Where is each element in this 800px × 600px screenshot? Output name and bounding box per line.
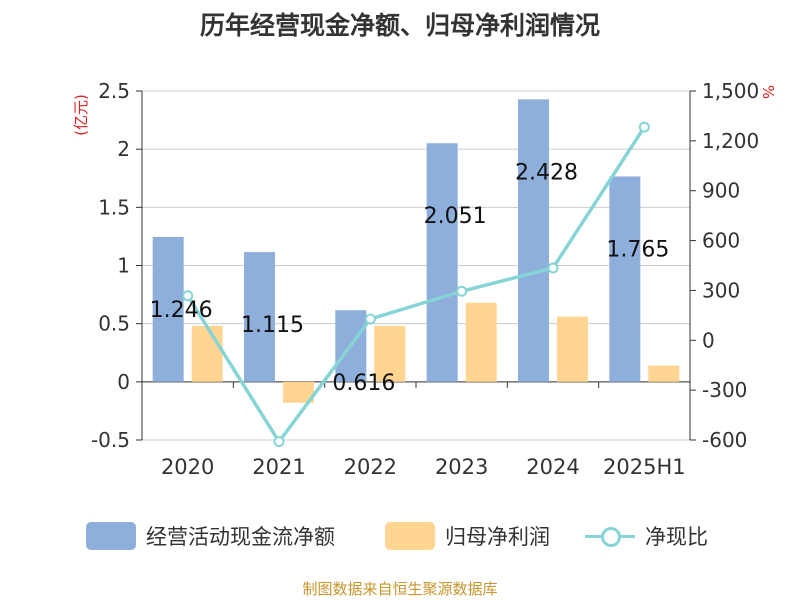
ratio-point <box>364 313 376 325</box>
left-axis-unit: (亿元) <box>72 94 90 136</box>
bar-net-profit <box>465 302 497 382</box>
legend-label-ratio: 净现比 <box>645 525 708 549</box>
right-tick-label: 900 <box>702 179 740 203</box>
bar-value-label: 1.115 <box>241 313 304 338</box>
left-tick-label: 2 <box>117 137 130 161</box>
bar-cash-flow <box>244 252 275 382</box>
legend-item-ratio[interactable]: 净现比 <box>585 518 708 554</box>
bar-value-label: 1.246 <box>150 298 213 323</box>
bar-cash-flow <box>426 143 458 382</box>
source-note: 制图数据来自恒生聚源数据库 <box>302 580 498 598</box>
x-tick-label: 2025H1 <box>603 455 686 479</box>
bar-value-label: 2.428 <box>515 160 578 185</box>
bar-value-label: 2.051 <box>424 204 487 229</box>
x-tick-label: 2021 <box>252 455 305 479</box>
ratio-point <box>638 121 650 133</box>
x-tick-label: 2023 <box>435 455 488 479</box>
legend-item-net-profit[interactable]: 归母净利润 <box>385 518 550 554</box>
legend-swatch-net-profit <box>385 522 435 550</box>
ratio-point <box>456 285 468 297</box>
ratio-point <box>547 262 559 274</box>
legend-item-cash-flow[interactable]: 经营活动现金流净额 <box>86 518 335 554</box>
left-tick-label: 0 <box>117 370 130 394</box>
legend-label-cash-flow: 经营活动现金流净额 <box>146 525 335 549</box>
legend-line-ratio-icon <box>585 522 635 550</box>
left-tick-label: 1 <box>117 254 130 278</box>
bar-net-profit <box>283 381 314 403</box>
right-tick-label: 1,200 <box>702 129 759 153</box>
ratio-point <box>182 290 194 302</box>
right-tick-label: 0 <box>702 328 715 352</box>
x-tick-label: 2020 <box>161 455 214 479</box>
bar-net-profit <box>374 325 406 382</box>
right-tick-label: 1,500 <box>702 79 759 103</box>
right-tick-label: 600 <box>702 229 740 253</box>
x-tick-label: 2022 <box>344 455 397 479</box>
ratio-line <box>186 126 646 445</box>
bar-value-label: 1.765 <box>606 238 669 263</box>
bar-cash-flow <box>152 236 184 382</box>
x-tick-label: 2024 <box>526 455 579 479</box>
left-tick-label: 2.5 <box>98 79 130 103</box>
right-axis-unit: % <box>759 85 777 99</box>
bar-net-profit <box>648 365 680 382</box>
bar-cash-flow <box>518 99 549 382</box>
ratio-point <box>273 436 285 448</box>
legend: 经营活动现金流净额 归母净利润 净现比 <box>0 518 800 554</box>
right-tick-label: -300 <box>702 378 747 402</box>
right-tick-label: -600 <box>702 428 747 452</box>
bar-cash-flow <box>609 176 641 382</box>
bar-net-profit <box>557 316 588 382</box>
left-tick-label: 1.5 <box>98 195 130 219</box>
left-tick-label: 0.5 <box>98 312 130 336</box>
bar-net-profit <box>191 325 223 382</box>
left-tick-label: -0.5 <box>91 428 130 452</box>
chart-title: 历年经营现金净额、归母净利润情况 <box>199 11 600 40</box>
legend-label-net-profit: 归母净利润 <box>445 525 550 549</box>
legend-swatch-cash-flow <box>86 522 136 550</box>
bar-value-label: 0.616 <box>332 371 395 396</box>
right-tick-label: 300 <box>702 278 740 302</box>
